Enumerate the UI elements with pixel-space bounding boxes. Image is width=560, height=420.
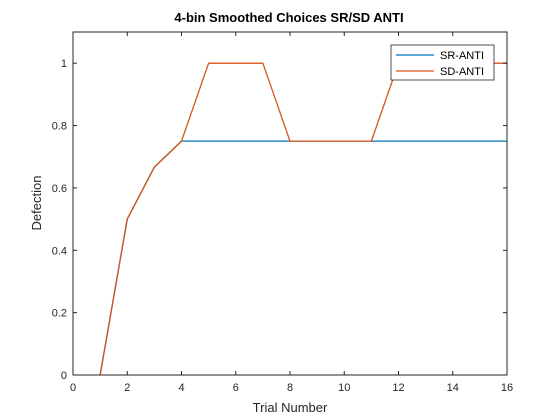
x-tick-label: 4 bbox=[178, 382, 184, 394]
legend-label-sr-anti: SR-ANTI bbox=[440, 50, 484, 62]
chart-title: 4-bin Smoothed Choices SR/SD ANTI bbox=[174, 10, 403, 25]
x-tick-label: 2 bbox=[124, 382, 130, 394]
x-tick-label: 0 bbox=[70, 382, 76, 394]
legend: SR-ANTI SD-ANTI bbox=[390, 44, 495, 81]
x-tick-label: 8 bbox=[287, 382, 293, 394]
x-axis-label: Trial Number bbox=[253, 400, 328, 415]
x-tick-label: 12 bbox=[392, 382, 404, 394]
y-tick-label: 1 bbox=[61, 58, 67, 70]
y-tick-label: 0.8 bbox=[52, 121, 67, 133]
y-tick-label: 0.2 bbox=[52, 308, 67, 320]
y-tick-label: 0.6 bbox=[52, 183, 67, 195]
x-tick-label: 10 bbox=[338, 382, 350, 394]
legend-box bbox=[390, 44, 495, 81]
legend-label-sd-anti: SD-ANTI bbox=[440, 66, 484, 78]
x-tick-label: 16 bbox=[501, 382, 513, 394]
y-axis-label: Defection bbox=[29, 176, 44, 231]
x-tick-label: 6 bbox=[233, 382, 239, 394]
y-tick-label: 0.4 bbox=[52, 245, 67, 257]
ticks-layer: 0 2 4 6 8 10 12 14 16 0 0.2 0.4 0.6 0.8 1 bbox=[52, 32, 513, 394]
x-tick-label: 14 bbox=[447, 382, 459, 394]
y-tick-label: 0 bbox=[61, 370, 67, 382]
plot-area bbox=[73, 32, 507, 375]
